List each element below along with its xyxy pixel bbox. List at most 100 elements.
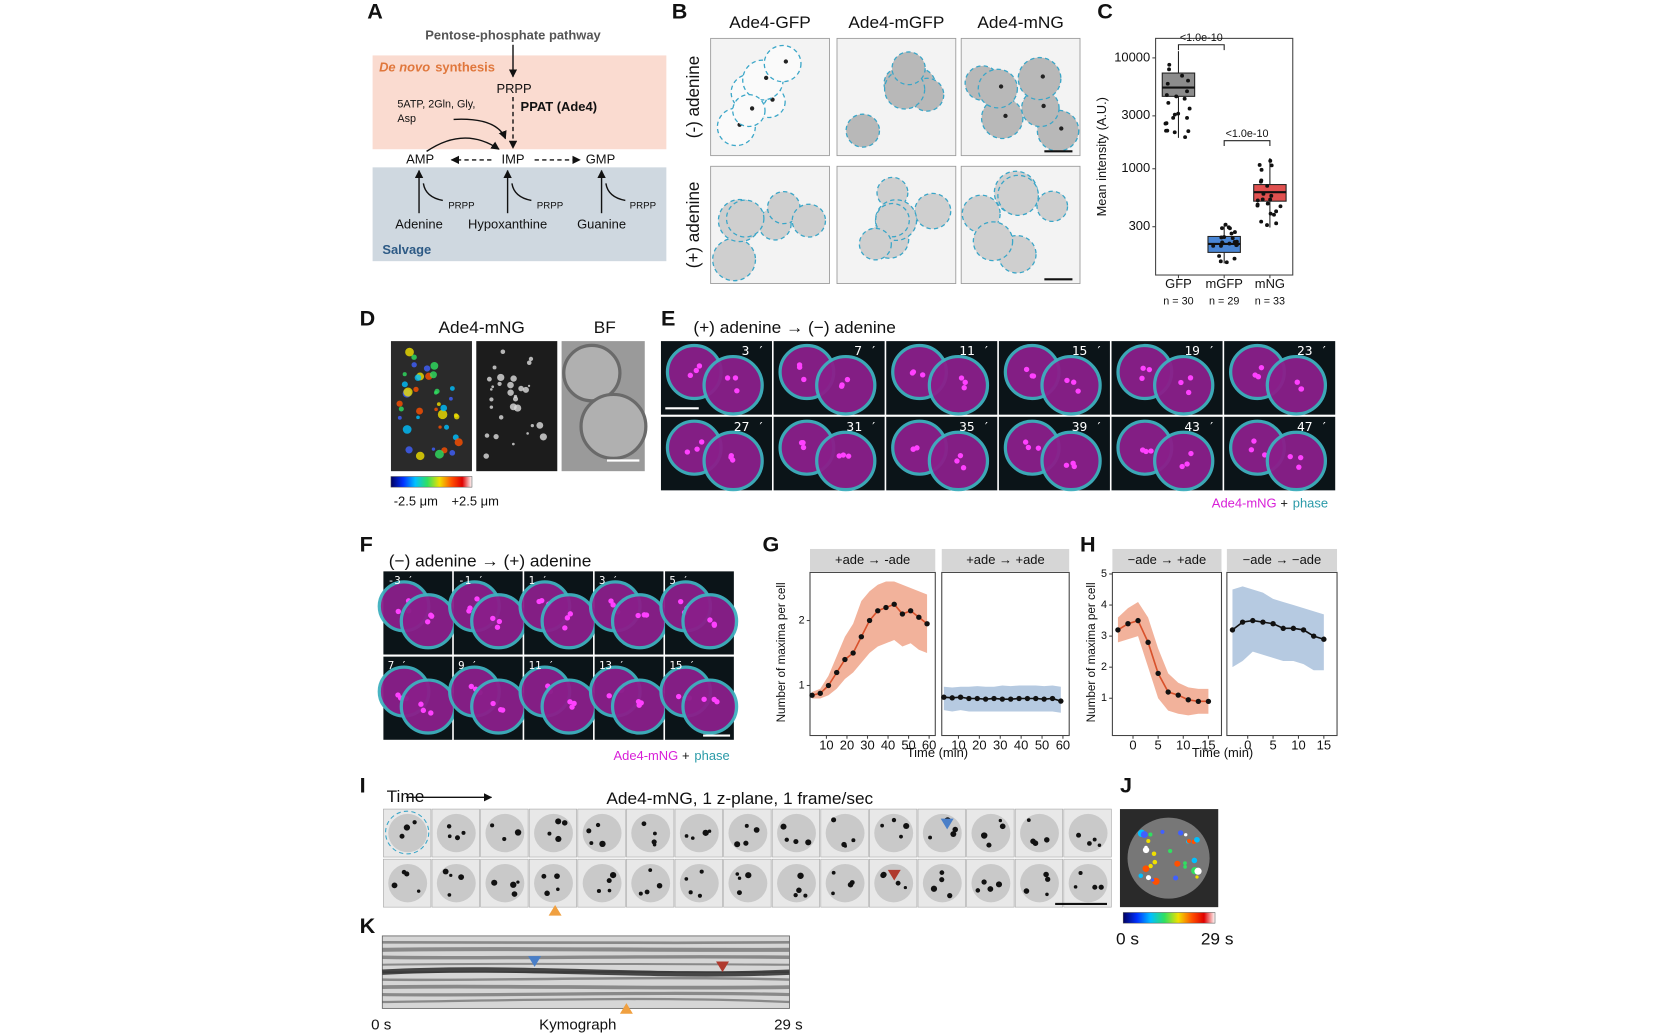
point <box>974 695 980 702</box>
label: 5 <box>1269 738 1276 753</box>
point <box>1033 695 1039 702</box>
focus <box>402 425 412 434</box>
focus <box>641 612 647 618</box>
point <box>1115 627 1121 633</box>
focus <box>606 693 612 699</box>
focus <box>434 407 438 412</box>
confidence-band <box>1117 601 1209 716</box>
focus <box>502 837 507 842</box>
focus <box>416 889 421 893</box>
focus <box>434 388 440 394</box>
focus <box>954 458 960 464</box>
focus <box>702 829 709 836</box>
cell-outline <box>725 199 765 238</box>
focus <box>919 372 926 378</box>
point <box>833 669 840 676</box>
cell <box>1265 354 1328 416</box>
focus <box>415 451 425 461</box>
focus <box>1287 453 1293 460</box>
kymograph-streak <box>382 967 790 977</box>
cell-outline <box>874 202 910 238</box>
point <box>1300 627 1307 633</box>
marker-orange <box>548 905 562 916</box>
label: 1000 <box>1121 160 1150 175</box>
cell <box>1127 817 1210 899</box>
kymograph-streak <box>382 955 790 960</box>
kymograph-streak <box>382 962 790 966</box>
focus <box>607 888 612 893</box>
label: 0 s <box>371 1017 391 1034</box>
focus <box>1178 830 1184 836</box>
label: n = 33 <box>1255 296 1285 308</box>
focus <box>1187 375 1194 381</box>
focus <box>796 887 802 893</box>
label: PPAT (Ade4) <box>521 99 597 114</box>
cell-outline <box>980 96 1024 140</box>
label: 30 <box>860 738 874 753</box>
label: Time (min) <box>907 745 968 760</box>
label: mGFP <box>1205 276 1242 291</box>
focus <box>1151 878 1155 882</box>
focus <box>1022 439 1029 445</box>
cell <box>1153 430 1215 492</box>
label: -3 ′ <box>388 574 414 587</box>
focus <box>395 608 401 615</box>
focus <box>416 407 423 415</box>
focus <box>1043 871 1049 878</box>
focus <box>561 820 568 826</box>
label: J <box>1120 773 1132 797</box>
focus <box>1184 833 1188 837</box>
jitter-point <box>1261 191 1266 196</box>
jitter-point <box>1269 193 1274 198</box>
cell-outline <box>1021 88 1060 128</box>
label: 3 ′ <box>742 344 765 359</box>
point <box>1016 695 1022 702</box>
focus <box>554 873 560 879</box>
focus <box>569 704 575 710</box>
kymograph-streak <box>382 991 790 997</box>
jitter-point <box>1268 211 1273 216</box>
jitter-point <box>1272 212 1276 217</box>
focus <box>541 873 547 879</box>
focus <box>699 869 704 874</box>
label: Ade4-mNG <box>1212 496 1277 511</box>
point <box>1310 633 1317 639</box>
focus <box>957 452 964 459</box>
cell <box>582 863 622 903</box>
point <box>1280 625 1286 632</box>
focus <box>797 872 804 879</box>
focus <box>1142 846 1150 854</box>
significance-bracket <box>1223 140 1271 147</box>
focus <box>1297 454 1304 461</box>
label: 39 ′ <box>1072 420 1103 435</box>
jitter-point <box>1217 254 1222 258</box>
focus <box>449 396 453 401</box>
focus <box>589 841 594 845</box>
label: De novo <box>379 60 430 75</box>
label: 3 <box>1101 630 1107 642</box>
focus <box>641 821 647 827</box>
focus <box>903 822 910 830</box>
focus <box>490 388 493 391</box>
focus <box>1023 366 1030 373</box>
focus <box>895 880 901 886</box>
label: E <box>661 307 675 331</box>
focus <box>411 354 417 360</box>
cell <box>436 863 476 903</box>
cell <box>470 678 527 735</box>
jitter-point <box>1269 163 1274 168</box>
label: 7 ′ <box>854 344 877 359</box>
label: 11 ′ <box>529 659 555 672</box>
cell-outline <box>763 44 802 83</box>
label: + <box>682 748 690 763</box>
jitter-point <box>1185 116 1189 120</box>
focus <box>1296 464 1302 470</box>
label: PRPP <box>537 200 563 211</box>
focus <box>656 882 663 889</box>
focus <box>801 376 807 383</box>
focus <box>844 376 851 383</box>
cell <box>534 813 573 853</box>
focus <box>1142 865 1150 872</box>
jitter-point <box>1227 226 1232 231</box>
cell-outline <box>732 93 766 128</box>
